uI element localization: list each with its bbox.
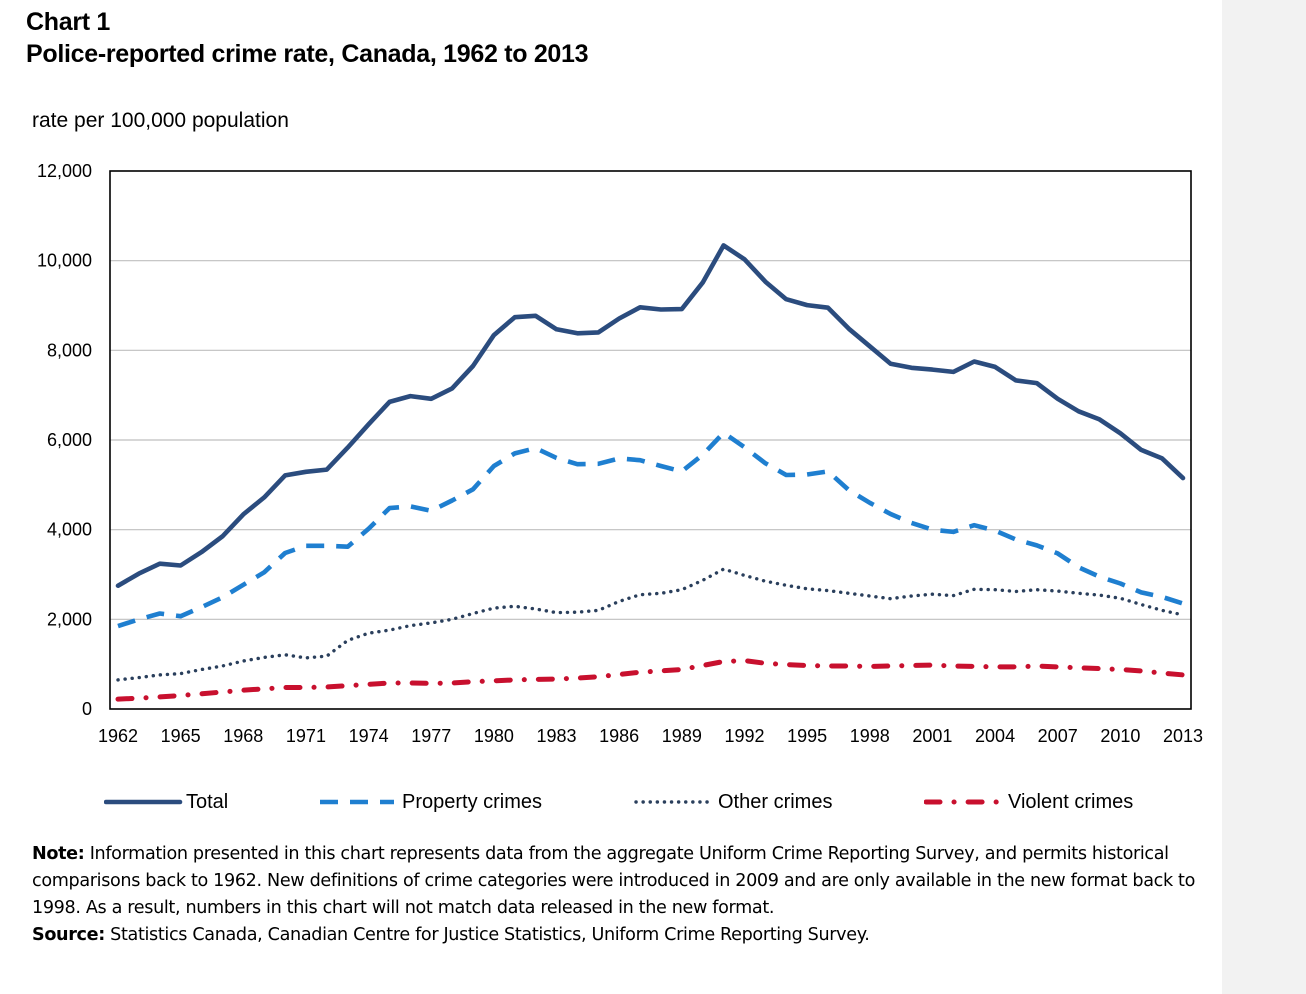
x-tick-label: 1980 [474,726,514,746]
x-tick-label: 1995 [787,726,827,746]
x-tick-label: 1971 [286,726,326,746]
plot-frame [109,170,1192,710]
series-line-other-crimes [116,567,1185,682]
y-tick-label: 6,000 [47,430,92,450]
legend-label: Violent crimes [1008,791,1134,813]
note-paragraph: Note: Information presented in this char… [32,841,1202,922]
gridlines [110,260,1191,620]
note-label: Note: [32,844,85,864]
x-tick-label: 1974 [349,726,389,746]
legend: Total Property crimes Other crimes Violent … [0,786,1222,822]
x-tick-label: 2004 [975,726,1015,746]
legend-swatch [104,799,183,805]
y-tick-label: 0 [82,699,92,719]
x-tick-label: 2013 [1163,726,1203,746]
legend-label: Other crimes [718,791,833,813]
x-tick-label: 1965 [161,726,201,746]
x-tick-label: 1968 [223,726,263,746]
x-tick-label: 1986 [599,726,639,746]
legend-swatch [924,799,1003,805]
y-tick-label: 8,000 [47,340,92,360]
source-label: Source: [32,925,105,945]
x-axis: 1962 1965 1968 1971 1974 1977 1980 1983 1986 1989… [98,726,1203,746]
legend-label: Property crimes [402,791,543,813]
note-text: Information presented in this chart repr… [32,844,1196,918]
chart-number: Chart 1 [26,8,111,36]
x-tick-label: 1977 [411,726,451,746]
y-tick-label: 10,000 [37,251,92,271]
x-tick-label: 1992 [724,726,764,746]
y-axis-unit-label: rate per 100,000 population [32,109,289,132]
x-tick-label: 1983 [537,726,577,746]
y-tick-label: 12,000 [37,161,92,181]
source-text: Statistics Canada, Canadian Centre for J… [104,925,870,945]
series-line-violent-crimes [115,658,1186,702]
legend-swatch [320,799,394,805]
y-axis: 0 2,000 4,000 6,000 8,000 10,000 12,000 [37,161,92,719]
x-tick-label: 2007 [1038,726,1078,746]
x-tick-label: 1962 [98,726,138,746]
y-tick-label: 4,000 [47,520,92,540]
x-tick-label: 1989 [662,726,702,746]
notes-block: Note: Information presented in this char… [32,841,1202,949]
x-tick-label: 2010 [1100,726,1140,746]
legend-label: Total [186,791,229,813]
x-tick-label: 2001 [912,726,952,746]
chart-card: Chart 1 Police-reported crime rate, Cana… [0,0,1222,994]
chart-title: Police-reported crime rate, Canada, 1962… [26,40,589,68]
series-line-total [115,243,1186,589]
y-tick-label: 2,000 [47,609,92,629]
series-layer [115,243,1186,702]
x-tick-label: 1998 [850,726,890,746]
legend-swatch [634,800,712,804]
source-paragraph: Source: Statistics Canada, Canadian Cent… [32,922,1202,949]
series-line-property-crimes [117,430,1184,629]
